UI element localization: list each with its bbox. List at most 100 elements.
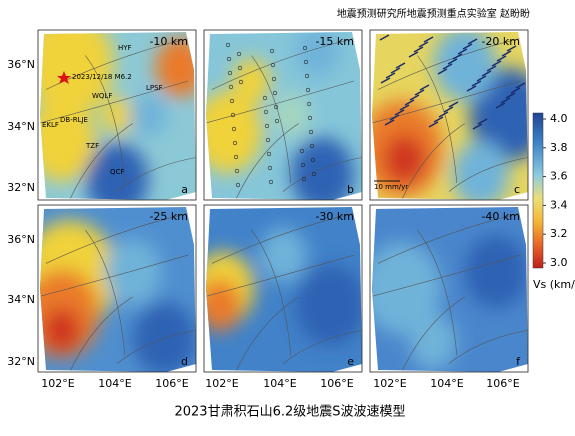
fault-label: EKLF [42,121,59,129]
fault-line [282,157,362,192]
panel-frame [37,29,197,201]
station [238,79,244,85]
station [228,84,234,90]
fault-line [40,80,189,124]
fault-line [116,329,196,364]
station [274,118,280,124]
scale-label: 10 mm/yr [374,183,408,191]
velocity-field [206,227,362,346]
fault-line [69,296,133,372]
gps-vector [404,99,415,106]
velocity-anomaly [290,137,355,200]
fault-line [282,329,362,364]
gps-vector [510,87,521,94]
station [266,151,272,157]
panel-letter: c [514,183,520,196]
fault-label: HYF [118,44,132,52]
fault-label: DB-RLJE [60,116,88,124]
gps-vector [457,48,468,55]
fault-line [69,123,133,200]
gps-vector [428,121,439,128]
gps-vector [433,116,444,123]
gps-vector [408,51,419,58]
station [311,171,317,177]
panel-frame [203,29,363,201]
gps-vector [506,45,517,52]
lon-label: 106°E [320,377,353,390]
station [268,179,274,185]
colorbar-tick-label: 3.6 [550,170,568,183]
gps-vector [500,97,511,104]
panel-letter: f [516,355,521,368]
gps-vector [413,46,424,53]
gps-vector [467,38,478,45]
station [231,126,237,132]
lat-label: 36°N [7,58,35,71]
station [264,123,270,129]
station [307,115,313,121]
station [227,70,233,76]
fault-line [211,38,355,90]
gps-vector [477,118,488,125]
gps-vector [384,119,395,126]
gps-vector [505,92,516,99]
velocity-anomaly [40,99,97,182]
fault-line [377,213,521,264]
velocity-field [206,32,355,200]
depth-label: -20 km [481,35,520,48]
velocity-anomaly [40,32,114,117]
velocity-anomaly [129,92,168,138]
station [265,137,271,143]
lon-label: 102°E [205,377,238,390]
gps-vector [379,34,390,41]
map-panel [372,207,528,372]
gps-vector [476,75,487,82]
velocity-anomaly [464,235,528,309]
fault-line [401,123,465,200]
velocity-anomaly [295,264,362,346]
map-panel [40,32,196,200]
fault-line [417,55,458,184]
fault-label: QCF [110,168,124,176]
gps-vector [448,101,459,108]
fault-line [448,329,528,364]
gps-vector [443,106,454,113]
station [269,48,275,54]
fault-line [206,80,355,124]
station [232,140,238,146]
velocity-anomaly [271,92,310,138]
station [236,51,242,57]
station [235,182,241,188]
velocity-anomaly [101,96,133,134]
station [303,59,309,65]
fault-label: WQLF [92,92,112,100]
fault-line [235,296,299,372]
station [272,90,278,96]
station [308,129,314,135]
gps-vector [495,102,506,109]
station [271,76,277,82]
lat-label: 32°N [7,355,35,368]
figure-title: 2023甘肃积石山6.2级地震S波波速模型 [174,405,405,420]
fault-line [116,157,196,192]
station [267,165,273,171]
panel-frame [369,29,529,201]
depth-label: -25 km [149,210,188,223]
gps-vector [466,85,477,92]
station [262,95,268,101]
fault-line [85,55,126,184]
station [229,98,235,104]
lon-label: 104°E [430,377,463,390]
colorbar-label: Vs (km/s) [533,278,575,291]
map-panel [206,207,362,372]
gps-vector [418,41,429,48]
fault-line [45,213,189,264]
colorbar-tick-label: 4.0 [550,112,568,125]
station [230,112,236,118]
fault-line [372,80,521,124]
header: 地震预测研究所地震预测重点实验室 赵盼盼 [337,7,530,20]
gps-vector [437,68,448,75]
gps-vector [472,123,483,130]
station [225,42,231,48]
